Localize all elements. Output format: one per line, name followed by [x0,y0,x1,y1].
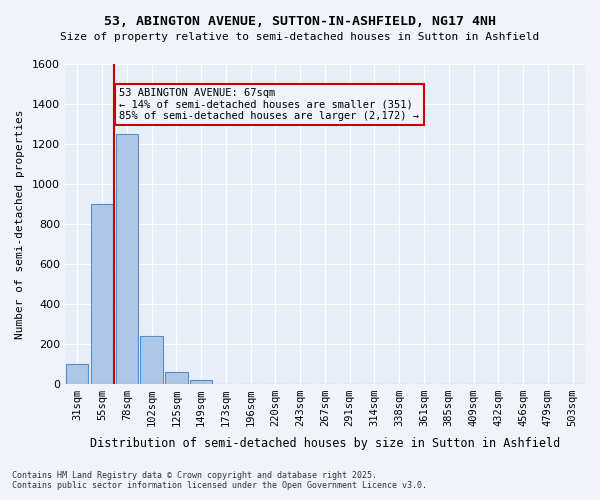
X-axis label: Distribution of semi-detached houses by size in Sutton in Ashfield: Distribution of semi-detached houses by … [90,437,560,450]
Text: Contains HM Land Registry data © Crown copyright and database right 2025.
Contai: Contains HM Land Registry data © Crown c… [12,470,427,490]
Bar [165,372,188,384]
Bar [91,204,113,384]
Text: 53, ABINGTON AVENUE, SUTTON-IN-ASHFIELD, NG17 4NH: 53, ABINGTON AVENUE, SUTTON-IN-ASHFIELD,… [104,15,496,28]
Bar [116,134,138,384]
Bar [140,336,163,384]
Y-axis label: Number of semi-detached properties: Number of semi-detached properties [15,109,25,338]
Bar [66,364,88,384]
Text: 53 ABINGTON AVENUE: 67sqm
← 14% of semi-detached houses are smaller (351)
85% of: 53 ABINGTON AVENUE: 67sqm ← 14% of semi-… [119,88,419,121]
Text: Size of property relative to semi-detached houses in Sutton in Ashfield: Size of property relative to semi-detach… [61,32,539,42]
Bar [190,380,212,384]
